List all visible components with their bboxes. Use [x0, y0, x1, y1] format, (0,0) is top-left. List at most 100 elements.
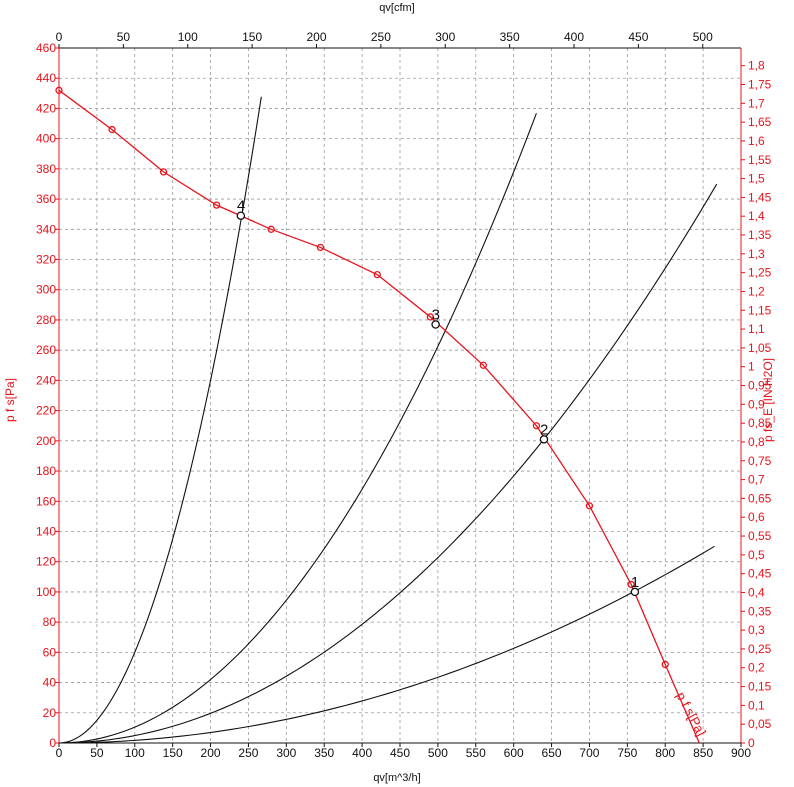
right-tick-label: 0,55 [748, 529, 772, 543]
right-tick-label: 1,6 [748, 134, 765, 148]
fan-curve-marker [159, 168, 168, 176]
system-curve-4 [58, 545, 715, 744]
fan-curve-marker [532, 422, 541, 430]
fan-curve-marker [479, 361, 488, 369]
bottom-tick-label: 400 [352, 746, 372, 760]
top-tick-label: 200 [306, 30, 326, 44]
top-tick-label: 300 [435, 30, 455, 44]
right-tick-label: 1,2 [748, 284, 765, 298]
left-tick-label: 160 [36, 494, 56, 508]
right-tick-label: 0,5 [748, 548, 765, 562]
right-tick-label: 1,8 [748, 59, 765, 73]
right-tick-label: 0,6 [748, 510, 765, 524]
right-axis-ticks: 0 0,05 0,1 0,15 0,2 0,25 0,3 0,35 0,4 0,45 0,5 0,55… [741, 59, 772, 750]
operating-point-3 [431, 320, 440, 329]
fan-curve-marker [55, 86, 63, 94]
grid-lines [59, 48, 741, 743]
right-tick-label: 1,35 [748, 228, 772, 242]
left-tick-label: 380 [36, 162, 56, 176]
left-axis-title: p f s[Pa] [3, 378, 17, 422]
right-tick-label: 0,05 [748, 717, 772, 731]
bottom-axis-title: qv[m^3/h] [373, 772, 420, 784]
right-tick-label: 0,85 [748, 416, 772, 430]
left-axis-ticks: 0 20 40 60 80 100 120 140 160 180 200 220 240 260 280 3… [36, 41, 59, 750]
left-tick-label: 240 [36, 373, 56, 387]
right-tick-label: 0,35 [748, 604, 772, 618]
fan-curve-marker [267, 225, 275, 233]
top-tick-label: 100 [178, 30, 198, 44]
fan-curve-marker [316, 243, 325, 252]
right-tick-label: 0,45 [748, 567, 772, 581]
operating-points: 1 2 3 4 [236, 198, 640, 597]
right-tick-label: 1,45 [748, 190, 772, 204]
left-tick-label: 400 [36, 132, 56, 146]
right-tick-label: 0,65 [748, 491, 772, 505]
top-axis-ticks: 0 50 100 150 200 250 300 350 400 450 500 [56, 30, 713, 48]
right-tick-label: 0,3 [748, 623, 765, 637]
operating-point-1 [630, 587, 640, 597]
top-tick-label: 450 [628, 30, 648, 44]
right-tick-label: 0,7 [748, 473, 765, 487]
fan-curve-marker [212, 201, 221, 209]
bottom-tick-label: 900 [731, 746, 751, 760]
bottom-tick-label: 600 [504, 746, 524, 760]
left-tick-label: 0 [49, 736, 56, 750]
top-tick-label: 400 [564, 30, 584, 44]
system-curve-3 [58, 183, 718, 744]
right-tick-label: 0,1 [748, 698, 765, 712]
right-tick-label: 0,95 [748, 379, 772, 393]
left-tick-label: 40 [43, 676, 57, 690]
right-tick-label: 1,4 [748, 209, 765, 223]
system-curve-1 [58, 96, 262, 744]
right-tick-label: 0,8 [748, 435, 765, 449]
right-tick-label: 1,5 [748, 172, 765, 186]
left-tick-label: 460 [36, 41, 56, 55]
top-tick-label: 150 [242, 30, 262, 44]
bottom-tick-label: 50 [90, 746, 104, 760]
bottom-tick-label: 650 [542, 746, 562, 760]
right-tick-label: 0,25 [748, 642, 772, 656]
fan-curve-marker [426, 313, 434, 321]
right-tick-label: 1,05 [748, 341, 772, 355]
bottom-axis-ticks: 0 50 100 150 200 250 300 350 400 450 500 550 600 650 7… [56, 743, 751, 760]
top-tick-label: 500 [693, 30, 713, 44]
bottom-tick-label: 800 [655, 746, 675, 760]
bottom-tick-label: 450 [390, 746, 410, 760]
bottom-tick-label: 200 [201, 746, 221, 760]
left-tick-label: 420 [36, 101, 56, 115]
system-curves [58, 96, 718, 744]
left-tick-label: 440 [36, 71, 56, 85]
top-tick-label: 250 [371, 30, 391, 44]
bottom-tick-label: 550 [466, 746, 486, 760]
left-tick-label: 120 [36, 555, 56, 569]
right-tick-label: 1,7 [748, 96, 765, 110]
left-tick-label: 180 [36, 464, 56, 478]
operating-point-label: 3 [432, 306, 440, 323]
operating-point-4 [236, 211, 246, 220]
bottom-tick-label: 750 [617, 746, 637, 760]
fan-curve-marker [661, 660, 669, 669]
left-tick-label: 200 [36, 434, 56, 448]
right-tick-label: 1,15 [748, 303, 772, 317]
right-tick-label: 1,55 [748, 153, 772, 167]
top-tick-label: 0 [56, 30, 63, 44]
right-tick-label: 0,4 [748, 585, 765, 599]
left-tick-label: 260 [36, 343, 56, 357]
left-tick-label: 320 [36, 253, 56, 267]
right-tick-label: 1,65 [748, 115, 772, 129]
fan-curve-marker [585, 502, 594, 510]
bottom-tick-label: 350 [314, 746, 334, 760]
bottom-tick-label: 150 [163, 746, 183, 760]
top-tick-label: 350 [500, 30, 520, 44]
bottom-tick-label: 0 [56, 746, 63, 760]
bottom-tick-label: 300 [276, 746, 296, 760]
right-tick-label: 0,2 [748, 661, 765, 675]
fan-curve-marker [627, 580, 635, 589]
left-tick-label: 20 [43, 706, 57, 720]
operating-point-label: 4 [237, 198, 245, 215]
right-tick-label: 1,75 [748, 77, 772, 91]
right-tick-label: 0,9 [748, 397, 765, 411]
right-tick-label: 0,15 [748, 680, 772, 694]
